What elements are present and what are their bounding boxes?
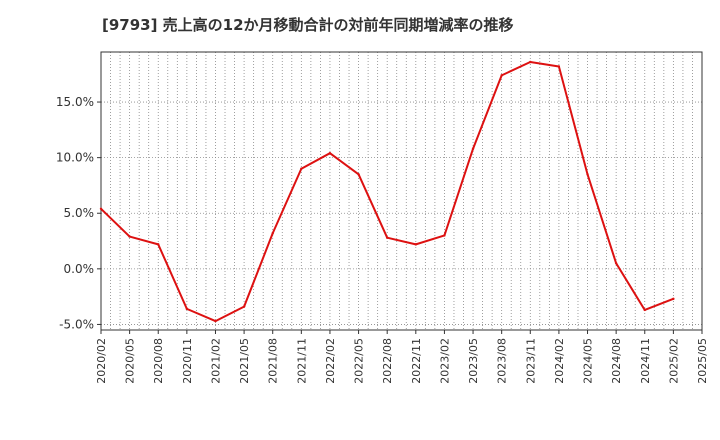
x-tick-label: 2021/02 (209, 338, 222, 384)
x-tick-label: 2023/05 (467, 338, 480, 384)
plot-frame (100, 51, 703, 331)
chart-title: [9793] 売上高の12か月移動合計の対前年同期増減率の推移 (102, 16, 514, 34)
y-tick-label: 10.0% (56, 151, 94, 165)
data-point (414, 243, 418, 246)
x-tick-label: 2022/05 (353, 338, 366, 384)
x-tick-label: 2021/08 (267, 338, 280, 384)
data-point (99, 207, 103, 210)
y-axis: -5.0% 0.0% 5.0% 10.0% 15.0% (56, 95, 101, 331)
x-tick-label: 2025/05 (696, 338, 709, 384)
x-tick-label: 2023/02 (438, 338, 451, 384)
x-tick-label: 2021/05 (238, 338, 251, 384)
vertical-gridlines (110, 52, 693, 330)
data-point (128, 235, 131, 238)
data-point (357, 173, 360, 176)
x-axis: 2020/02 2020/05 2020/08 2020/11 2021/02 2021/… (95, 330, 709, 384)
plot-area (101, 52, 702, 330)
y-tick-label: 15.0% (56, 95, 94, 109)
x-tick-label: 2022/02 (324, 338, 337, 384)
data-point (500, 74, 503, 77)
data-point (385, 236, 389, 239)
x-tick-label: 2020/02 (95, 338, 108, 384)
data-point (672, 297, 675, 301)
series-layer (99, 60, 675, 323)
data-point (614, 262, 618, 265)
data-point (557, 65, 561, 68)
y-tick-label: 0.0% (64, 262, 95, 276)
x-tick-label: 2024/05 (582, 338, 595, 384)
x-tick-label: 2020/08 (152, 338, 165, 384)
data-point (328, 151, 332, 155)
y-tick-label: -5.0% (59, 317, 94, 331)
x-tick-label: 2024/11 (639, 338, 652, 384)
data-point (157, 243, 160, 246)
x-tick-label: 2022/11 (410, 338, 423, 384)
x-tick-label: 2024/02 (553, 338, 566, 384)
data-point (443, 234, 446, 237)
x-tick-label: 2023/11 (524, 338, 537, 384)
x-tick-label: 2020/11 (181, 338, 194, 384)
data-point (185, 307, 189, 311)
x-tick-label: 2025/02 (667, 338, 680, 384)
data-point (300, 167, 303, 170)
x-tick-label: 2022/08 (381, 338, 394, 384)
x-tick-label: 2021/11 (295, 338, 308, 384)
y-tick-label: 5.0% (64, 206, 95, 220)
data-point (242, 305, 246, 308)
x-tick-label: 2023/08 (496, 338, 509, 384)
data-point (271, 232, 274, 235)
x-tick-label: 2024/08 (610, 338, 623, 384)
data-point (529, 60, 532, 64)
data-point (471, 147, 475, 150)
data-point (214, 319, 217, 323)
data-point (586, 173, 589, 176)
data-point (643, 308, 646, 312)
x-tick-label: 2020/05 (124, 338, 137, 384)
horizontal-gridlines (101, 101, 702, 325)
